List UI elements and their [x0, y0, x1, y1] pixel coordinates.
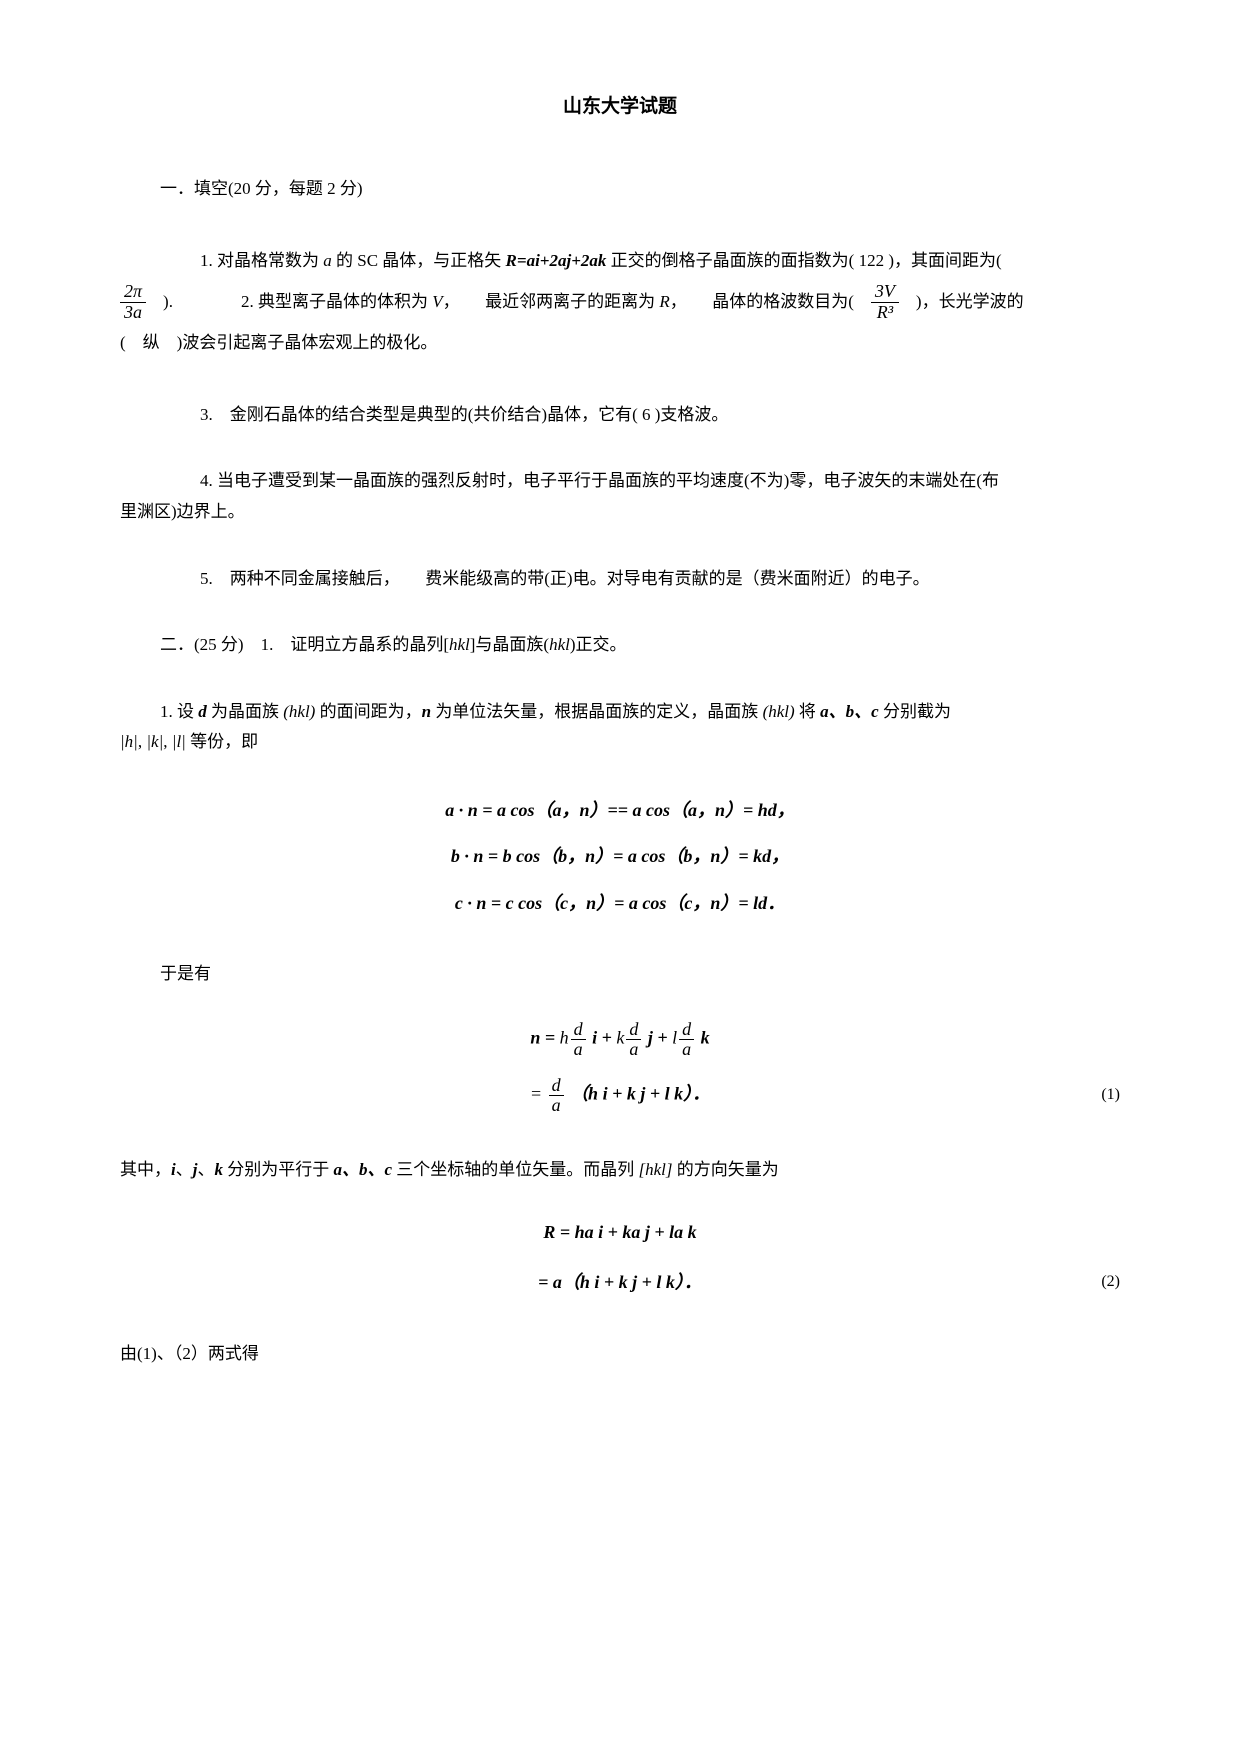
equation-R: R = ha i + ka j + la k = a（h i + k j + l…: [120, 1216, 1120, 1299]
therefore-text: 于是有: [160, 959, 1120, 990]
q1-part-a: 1. 对晶格常数为: [200, 251, 323, 270]
eq4-neq: n =: [530, 1027, 559, 1047]
eq4-j: j +: [643, 1027, 672, 1047]
proof-f: 分别截为: [879, 702, 951, 721]
q2-part-c: ， 晶体的格波数目为(: [670, 292, 871, 311]
where-d: 分别为平行于: [223, 1160, 334, 1179]
sym-k: |k|: [146, 732, 163, 751]
q2-part-d: )，长光学波的: [899, 292, 1024, 311]
fd: a: [626, 1040, 641, 1059]
sym-hkl2: hkl: [549, 635, 570, 654]
fd: a: [679, 1040, 694, 1059]
sec2-b: ]与晶面族(: [470, 635, 549, 654]
eq5-a: =: [530, 1084, 547, 1104]
proof-d: 为单位法矢量，根据晶面族的定义，晶面族: [431, 702, 763, 721]
sym-h: |h|: [120, 732, 138, 751]
where-clause: 其中，i、j、k 分别为平行于 a、b、c 三个坐标轴的单位矢量。而晶列 [hk…: [120, 1155, 1120, 1186]
q4-line1: 4. 当电子遭受到某一晶面族的强烈反射时，电子平行于晶面族的平均速度(不为)零，…: [200, 471, 999, 490]
proof-c: 的面间距为，: [315, 702, 421, 721]
proof-setup: 1. 设 d 为晶面族 (hkl) 的面间距为，n 为单位法矢量，根据晶面族的定…: [120, 697, 1120, 758]
eq4-t3: l: [672, 1027, 677, 1047]
eq4-t2: k: [616, 1027, 624, 1047]
q1-part-c: 正交的倒格子晶面族的面指数为( 122 )，其面间距为(: [606, 251, 1001, 270]
sym-abc2: a、b、c: [333, 1160, 392, 1179]
equation-n: n = hda i + kda j + lda k = da （h i + k …: [120, 1020, 1120, 1116]
where-g: 三个坐标轴的单位矢量。而晶列: [392, 1160, 639, 1179]
eq7-body: = a（h i + k j + l k）．: [538, 1266, 702, 1298]
fn: d: [679, 1020, 694, 1040]
question-4: 4. 当电子遭受到某一晶面族的强烈反射时，电子平行于晶面族的平均速度(不为)零，…: [120, 466, 1120, 527]
question-5: 5. 两种不同金属接触后， 费米能级高的带(正)电。对导电有贡献的是（费米面附近…: [200, 564, 1120, 595]
q2-part-e: ( 纵 )波会引起离子晶体宏观上的极化。: [120, 333, 437, 352]
where-a: 其中，: [120, 1160, 171, 1179]
sym-V: V: [432, 292, 442, 311]
sym-kb: k: [214, 1160, 223, 1179]
question-1-2: 1. 对晶格常数为 a 的 SC 晶体，与正格矢 R=ai+2aj+2ak 正交…: [120, 241, 1120, 364]
eq-b: b · n = b cos（b，n）= a cos（b，n）= kd，: [120, 840, 1120, 872]
sym-l: |l|: [172, 732, 186, 751]
sym-d: d: [198, 702, 207, 721]
proof-e: 将: [795, 702, 821, 721]
fd: a: [549, 1096, 564, 1115]
question-3: 3. 金刚石晶体的结合类型是典型的(共价结合)晶体，它有( 6 )支格波。: [200, 400, 1120, 431]
eq4-i: i +: [588, 1027, 617, 1047]
frac-num: 3V: [871, 282, 899, 303]
conclusion-text: 由(1)、（2）两式得: [120, 1339, 1120, 1370]
proof-b: 为晶面族: [207, 702, 284, 721]
frac-num: 2π: [120, 282, 146, 303]
frac-da-1: da: [571, 1020, 586, 1059]
eq-n-line1: n = hda i + kda j + lda k: [120, 1020, 1120, 1059]
sec2-a: 二．(25 分) 1. 证明立方晶系的晶列[: [160, 635, 449, 654]
sym-hkl-bracket: [hkl]: [639, 1160, 673, 1179]
sym-R: R: [659, 292, 669, 311]
q2-part-b: ， 最近邻两离子的距离为: [443, 292, 660, 311]
sym-rvec: R=ai+2aj+2ak: [506, 251, 607, 270]
where-c: 、: [197, 1160, 214, 1179]
equations-abc: a · n = a cos（a，n）== a cos（a，n）= hd， b ·…: [120, 794, 1120, 919]
section-2-header: 二．(25 分) 1. 证明立方晶系的晶列[hkl]与晶面族(hkl)正交。: [160, 630, 1120, 661]
frac-da-4: da: [549, 1076, 564, 1115]
fn: d: [626, 1020, 641, 1040]
frac-den: R³: [871, 303, 899, 323]
sym-n: n: [422, 702, 431, 721]
sym-hkl: hkl: [449, 635, 470, 654]
fn: d: [549, 1076, 564, 1096]
sec2-c: )正交。: [570, 635, 627, 654]
eq5-b: （h i + k j + l k）．: [570, 1084, 710, 1104]
proof-g: 等份，即: [186, 732, 258, 751]
where-h: 的方向矢量为: [673, 1160, 779, 1179]
eq-tag-1: (1): [1101, 1081, 1120, 1110]
page-title: 山东大学试题: [120, 90, 1120, 124]
eq-n-line2: = da （h i + k j + l k）． (1): [120, 1076, 1120, 1115]
frac-da-2: da: [626, 1020, 641, 1059]
eq-c: c · n = c cos（c，n）= a cos（c，n）= ld．: [120, 887, 1120, 919]
where-b: 、: [176, 1160, 193, 1179]
frac-da-3: da: [679, 1020, 694, 1059]
fn: d: [571, 1020, 586, 1040]
q4-line2: 里渊区)边界上。: [120, 502, 245, 521]
eq4-t1: h: [560, 1027, 569, 1047]
fraction-2pi-3a: 2π 3a: [120, 282, 146, 323]
sym-hkl-paren: (hkl): [283, 702, 315, 721]
q2-part-a: ). 2. 典型离子晶体的体积为: [146, 292, 432, 311]
sym-abc: a、b、c: [820, 702, 879, 721]
eq-R-line1: R = ha i + ka j + la k: [120, 1216, 1120, 1248]
section-1-header: 一．填空(20 分，每题 2 分): [160, 174, 1120, 205]
sym-a: a: [323, 251, 332, 270]
sym-hkl-paren2: (hkl): [763, 702, 795, 721]
eq-a: a · n = a cos（a，n）== a cos（a，n）= hd，: [120, 794, 1120, 826]
eq-tag-2: (2): [1101, 1268, 1120, 1297]
fd: a: [571, 1040, 586, 1059]
fraction-3V-R3: 3V R³: [871, 282, 899, 323]
q1-part-b: 的 SC 晶体，与正格矢: [332, 251, 506, 270]
proof-a: 1. 设: [160, 702, 198, 721]
eq4-k: k: [696, 1027, 710, 1047]
eq-R-line2: = a（h i + k j + l k）． (2): [120, 1266, 1120, 1298]
frac-den: 3a: [120, 303, 146, 323]
